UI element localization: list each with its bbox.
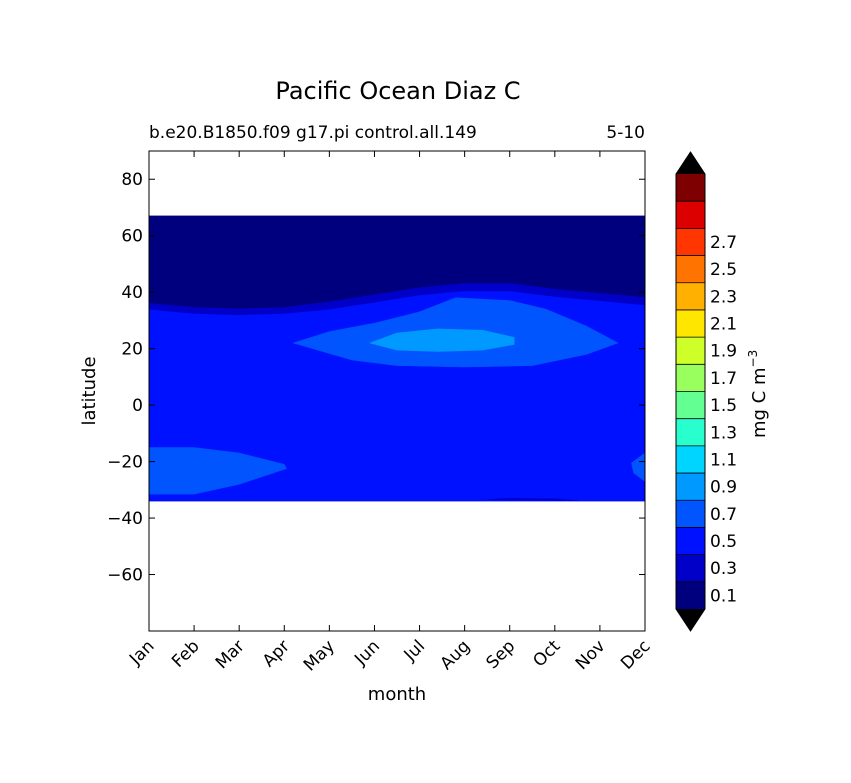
chart-subtitle-left: b.e20.B1850.f09 g17.pi control.all.149 xyxy=(149,123,477,143)
colorbar-label-unit: mg C m xyxy=(749,367,770,438)
colorbar-tick-label: 2.5 xyxy=(710,260,737,280)
colorbar-swatch xyxy=(676,445,705,474)
colorbar-tick-label: 0.9 xyxy=(710,478,737,498)
x-tick-label: Dec xyxy=(617,636,654,673)
colorbar-tick-label: 2.3 xyxy=(710,287,737,307)
colorbar-tick-label: 2.7 xyxy=(710,233,737,253)
colorbar-swatch xyxy=(676,418,705,447)
y-tick-label: −20 xyxy=(107,453,143,473)
colorbar-tick-label: 0.1 xyxy=(710,586,737,606)
x-tick-label: Aug xyxy=(437,636,475,674)
colorbar-tick-label: 0.5 xyxy=(710,532,737,552)
y-axis-label: latitude xyxy=(79,356,100,425)
x-axis-label: month xyxy=(368,684,426,705)
x-tick-label: Jun xyxy=(350,636,384,670)
chart-title: Pacific Ocean Diaz C xyxy=(275,77,520,105)
x-tick-label: Sep xyxy=(482,636,519,673)
x-tick-label: Jul xyxy=(400,636,429,665)
contour-region-south-edge-sliver xyxy=(487,497,578,501)
x-tick-label: Feb xyxy=(168,636,203,671)
colorbar-tick-label: 0.7 xyxy=(710,505,737,525)
contour-region-south-west-light-region xyxy=(148,447,287,495)
y-axis: 80 60 40 20 0 −20 −40 −60 xyxy=(107,170,645,586)
colorbar-swatch xyxy=(676,554,705,583)
y-tick-label: 20 xyxy=(121,340,143,360)
y-tick-label: 0 xyxy=(132,396,143,416)
colorbar-label: mg C m−3 xyxy=(746,350,770,438)
colorbar-swatch xyxy=(676,309,705,338)
colorbar-tick-label: 1.7 xyxy=(710,369,737,389)
x-tick-label: Mar xyxy=(212,636,249,673)
colorbar-tick-label: 0.3 xyxy=(710,559,737,579)
x-tick-label: Apr xyxy=(259,636,294,671)
colorbar-tick-label: 1.9 xyxy=(710,342,737,362)
colorbar-swatch xyxy=(676,473,705,501)
plot-area: Jan Feb Mar Apr May Jun Jul Aug Sep Oct Nov Dec 80 6… xyxy=(107,150,655,675)
x-tick-label: Jan xyxy=(125,636,158,669)
colorbar-swatch xyxy=(676,527,705,555)
colorbar-swatch xyxy=(676,337,705,365)
colorbar-swatch xyxy=(676,282,705,311)
colorbar-swatch xyxy=(676,174,705,202)
colorbar-swatch xyxy=(676,255,705,284)
colorbar-tick-label: 2.1 xyxy=(710,315,737,335)
y-tick-label: −40 xyxy=(107,509,143,529)
y-tick-label: 80 xyxy=(121,170,143,190)
colorbar-tick-label: 1.5 xyxy=(710,396,737,416)
colorbar-under-triangle xyxy=(676,609,705,631)
colorbar: 0.1 0.3 0.5 0.7 0.9 1.1 1.3 1.5 1.7 1.9 2.1 2.3 2.5 2… xyxy=(675,151,737,632)
chart-subtitle-right: 5-10 xyxy=(606,123,645,143)
contour-region-north-cyan-core xyxy=(368,328,515,352)
y-tick-label: 60 xyxy=(121,227,143,247)
x-tick-label: Nov xyxy=(572,636,610,674)
colorbar-swatch xyxy=(676,201,705,229)
colorbar-label-exponent: −3 xyxy=(746,350,760,368)
colorbar-swatch xyxy=(676,364,705,392)
colorbar-tick-label: 1.1 xyxy=(710,450,737,470)
colorbar-swatch xyxy=(676,581,705,610)
colorbar-over-triangle xyxy=(676,152,705,174)
y-tick-label: −60 xyxy=(107,566,143,586)
colorbar-swatch xyxy=(676,228,705,256)
x-tick-label: Oct xyxy=(529,636,564,671)
plot-frame xyxy=(148,150,646,632)
colorbar-swatch xyxy=(676,391,705,419)
contour-regions xyxy=(148,215,646,502)
colorbar-swatch xyxy=(676,500,705,528)
colorbar-tick-label: 1.3 xyxy=(710,423,737,443)
colorbar-outline xyxy=(675,151,706,632)
x-tick-label: May xyxy=(300,636,339,675)
y-tick-label: 40 xyxy=(121,283,143,303)
